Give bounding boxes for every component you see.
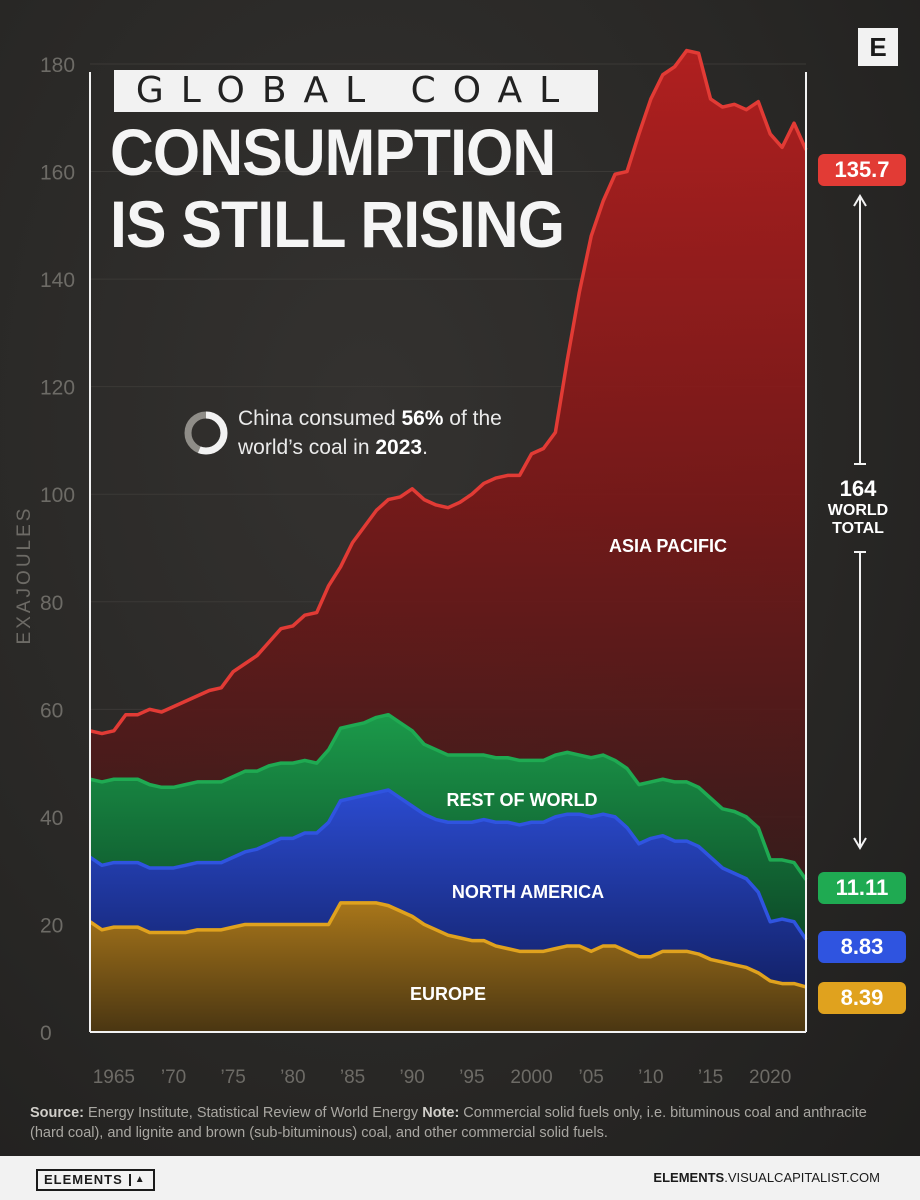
world-total-label-1: WORLD: [827, 502, 889, 519]
y-tick-label: 120: [40, 377, 75, 400]
axes: 0 20 40 60 80 100 120 140 160 180 1965 ’70 ’75 ’80 ’85…: [14, 54, 807, 1088]
y-tick-label: 20: [40, 914, 63, 937]
donut-share-icon: [184, 411, 228, 455]
badge-north-america: 8.83: [818, 931, 906, 963]
series-lines: [89, 48, 808, 989]
y-axis-title: EXAJOULES: [14, 506, 35, 645]
world-total-label-2: TOTAL: [832, 520, 884, 537]
badge-rest-of-world: 11.11: [818, 872, 906, 904]
area-asia-pacific: [90, 50, 806, 880]
y-tick-label: 100: [40, 484, 75, 507]
x-tick-label: ’70: [161, 1067, 186, 1088]
x-tick-label: ’75: [221, 1067, 246, 1088]
x-tick-label: ’05: [579, 1067, 604, 1088]
badge-asia-pacific: 135.7: [818, 154, 906, 186]
line-north-america: [89, 788, 808, 941]
x-tick-label: ’10: [638, 1067, 663, 1088]
area-labels: EUROPE NORTH AMERICA REST OF WORLD ASIA PAC…: [410, 536, 727, 1004]
footer-logo: ELEMENTS ▲: [36, 1169, 155, 1191]
x-tick-label: 2000: [510, 1067, 552, 1088]
area-label-asia-pacific: ASIA PACIFIC: [609, 536, 727, 556]
world-total-value: 164: [839, 476, 877, 501]
callout-text: China consumed 56% of the world’s coal i…: [238, 407, 502, 459]
title-kicker: GLOBAL COAL: [114, 70, 598, 112]
x-tick-label: ’80: [280, 1067, 305, 1088]
line-asia-pacific: [89, 48, 808, 736]
area-label-europe: EUROPE: [410, 984, 486, 1004]
area-north-america: [90, 790, 806, 987]
china-callout: China consumed 56% of the world’s coal i…: [182, 404, 538, 462]
y-tick-label: 140: [40, 269, 75, 292]
footer-logo-icon: ▲: [128, 1174, 147, 1186]
x-tick-label: ’85: [340, 1067, 365, 1088]
area-label-north-america: NORTH AMERICA: [452, 882, 604, 902]
footer-url: ELEMENTS.VISUALCAPITALIST.COM: [653, 1170, 880, 1185]
title-line-2: IS STILL RISING: [110, 187, 565, 261]
x-tick-label: ’95: [459, 1067, 484, 1088]
x-tick-label: 2020: [749, 1067, 791, 1088]
y-tick-label: 40: [40, 807, 63, 830]
bracket-arrow-up-icon: [853, 194, 867, 207]
line-europe: [89, 901, 807, 989]
y-tick-label: 0: [40, 1022, 52, 1045]
y-tick-label: 160: [40, 162, 75, 185]
bracket-arrow-down-icon: [853, 837, 867, 850]
source-note: Source: Energy Institute, Statistical Re…: [30, 1105, 867, 1141]
x-tick-label: 1965: [93, 1067, 135, 1088]
elements-logo-icon: E: [858, 28, 898, 66]
y-tick-label: 60: [40, 699, 63, 722]
world-total: 164 WORLD TOTAL: [818, 476, 898, 538]
world-total-bracket: [853, 194, 867, 850]
footer: ELEMENTS ▲ ELEMENTS.VISUALCAPITALIST.COM: [0, 1156, 920, 1200]
badge-europe: 8.39: [818, 982, 906, 1014]
area-label-rest-of-world: REST OF WORLD: [447, 790, 598, 810]
x-tick-label: ’90: [400, 1067, 425, 1088]
area-europe: [90, 902, 806, 1032]
line-rest-of-world: [89, 712, 808, 881]
y-tick-label: 180: [40, 54, 75, 77]
page-title: CONSUMPTION IS STILL RISING: [110, 115, 565, 261]
x-tick-label: ’15: [698, 1067, 723, 1088]
y-tick-label: 80: [40, 592, 63, 615]
title-line-1: CONSUMPTION: [110, 115, 556, 189]
